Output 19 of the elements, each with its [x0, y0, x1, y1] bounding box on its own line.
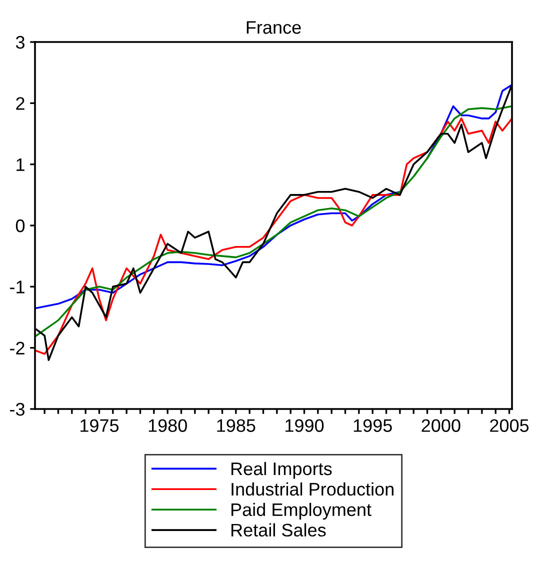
x-tick-label: 1975: [80, 419, 119, 432]
y-tick-label: 3: [16, 36, 24, 49]
y-tick-label: -3: [10, 402, 24, 416]
x-tick-label: 2005: [490, 419, 529, 432]
legend-label: Industrial Production: [232, 482, 394, 496]
legend-label: Retail Sales: [232, 523, 326, 537]
legend-label: Paid Employment: [232, 502, 372, 520]
x-tick-label: 1985: [217, 419, 256, 432]
y-tick-label: 2: [16, 97, 24, 110]
y-tick-label: -1: [10, 280, 24, 294]
y-tick-label: 1: [16, 158, 24, 171]
x-tick-label: 1980: [148, 419, 187, 432]
chart-title: France: [246, 21, 301, 34]
x-tick-label: 1995: [354, 419, 392, 432]
y-tick-label: -2: [10, 342, 24, 354]
legend-label: Real Imports: [232, 462, 332, 479]
x-tick-label: 2000: [422, 419, 460, 432]
y-tick-label: 0: [16, 219, 25, 232]
x-tick-label: 1990: [286, 419, 324, 432]
